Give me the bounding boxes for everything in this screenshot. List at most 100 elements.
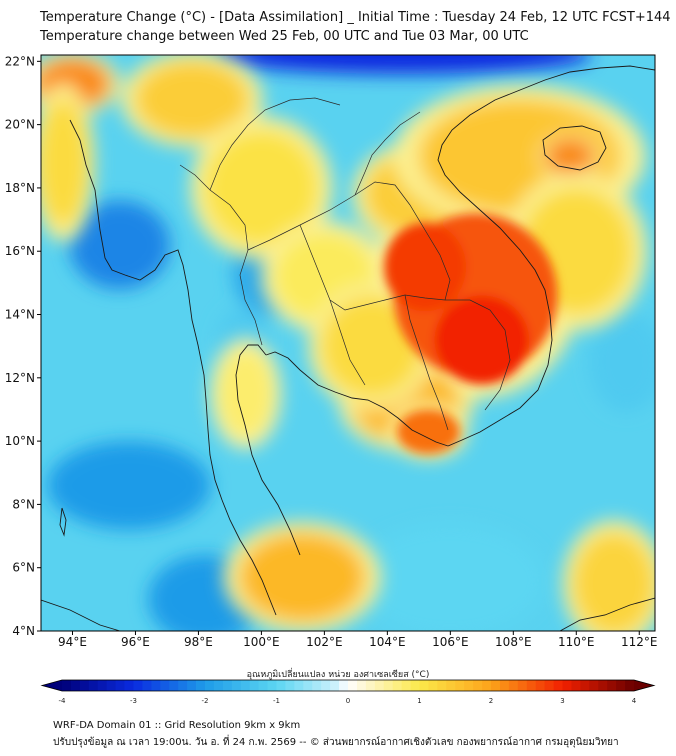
colorbar-tick-label: -2 [202,697,209,705]
warm-anomaly-blob [573,532,655,631]
cool-anomaly-blob [588,311,655,413]
colorbar-segment [455,680,465,691]
warm-anomaly-blob [204,130,319,245]
colorbar-segment [330,680,340,691]
colorbar-tick-label: -4 [59,697,67,705]
colorbar-segment [70,680,81,691]
colorbar-segment [392,680,403,691]
colorbar-tick-label: 0 [346,697,350,705]
colorbar-segment [294,680,304,691]
colorbar-segment [267,680,277,691]
warm-anomaly-blob [434,295,530,385]
colorbar-segment [62,680,72,691]
colorbar-segment [106,680,117,691]
colorbar-segment [491,680,501,691]
colorbar-max-extend [634,680,654,691]
warm-anomaly-blob [396,409,460,454]
colorbar-segment [374,680,385,691]
colorbar-segment [88,680,99,691]
colorbar-segment [97,680,108,691]
colorbar-segment [312,680,322,691]
cool-anomaly-blob [47,441,212,530]
colorbar-tick-label: 2 [489,697,493,705]
colorbar-segment [205,680,215,691]
colorbar-segment [616,680,626,691]
colorbar-tick-label: 3 [560,697,564,705]
country-borders [179,97,511,431]
colorbar-segment [285,680,295,691]
map-frame [40,54,656,632]
colorbar-segment [303,680,313,691]
colorbar-segment [482,680,492,691]
colorbar-segment [160,680,170,691]
lat-tick-label: 20°N [5,118,35,132]
colorbar-segment [321,680,331,691]
lon-tick-label: 96°E [121,635,150,649]
colorbar-segment [79,680,90,691]
lon-tick-label: 108°E [495,635,532,649]
colorbar-segment [240,680,251,691]
lat-tick-label: 16°N [5,244,35,258]
lon-tick-label: 102°E [306,635,343,649]
colorbar-segment [517,680,528,691]
footer-model-info: WRF-DA Domain 01 :: Grid Resolution 9km … [53,720,301,731]
colorbar-segment [598,680,608,691]
colorbar-segment [544,680,554,691]
colorbar-segments [42,680,654,691]
colorbar-segment [178,680,188,691]
warm-anomaly-blob [384,222,467,312]
colorbar-segment [553,680,563,691]
map-title-line-2: Temperature change between Wed 25 Feb, 0… [40,29,529,44]
warm-anomaly-blob [321,295,422,397]
colorbar-tick-label: 4 [632,697,637,705]
lon-tick-label: 104°E [369,635,406,649]
hot-anomaly-layer [384,213,558,454]
colorbar-segment [607,680,617,691]
colorbar-segment [213,680,224,691]
coastlines [41,65,655,631]
warm-anomaly-blob [41,99,89,226]
colorbar-segment [562,680,572,691]
lat-tick-label: 22°N [5,54,35,68]
warm-anomaly-blob [135,61,249,138]
colorbar-segment [535,680,546,691]
colorbar-segment [187,680,197,691]
colorbar-segment [589,680,599,691]
colorbar-segment [446,680,456,691]
colorbar-segment [571,680,581,691]
warm-anomaly-blob [239,532,366,622]
colorbar-outline [40,679,656,692]
lon-tick-label: 98°E [184,635,213,649]
colorbar-segment [625,680,635,691]
warm-anomaly-blob [217,349,275,438]
colorbar-segment [356,680,367,691]
lat-tick-label: 14°N [5,308,35,322]
colorbar-segment [258,680,268,691]
colorbar-segment [526,680,537,691]
map-plot-area [41,55,655,631]
lat-tick-label: 6°N [12,561,35,575]
colorbar-segment [401,680,411,691]
colorbar-segment [276,680,286,691]
colorbar-segment [428,680,438,691]
lat-tick-label: 4°N [12,624,35,638]
colorbar-segment [348,680,358,691]
colorbar-segment [580,680,590,691]
cool-anomaly-blob [214,55,592,74]
warm-anomaly-blob [544,137,596,176]
colorbar-tick-label: -3 [130,697,137,705]
lat-tick-label: 12°N [5,371,35,385]
colorbar-segment [437,680,447,691]
lon-tick-label: 110°E [558,635,595,649]
cool-anomaly-blob [355,523,545,631]
colorbar-segment [142,680,152,691]
colorbar-segment [133,680,143,691]
longitude-ticks: 94°E 96°E 98°E 100°E 102°E 104°E 106°E 108°E 110… [58,631,658,649]
colorbar-segment [249,680,260,691]
lon-tick-label: 94°E [58,635,87,649]
lat-tick-label: 10°N [5,434,35,448]
colorbar-segment [339,680,349,691]
colorbar-segment [499,680,510,691]
colorbar-segment [151,680,161,691]
